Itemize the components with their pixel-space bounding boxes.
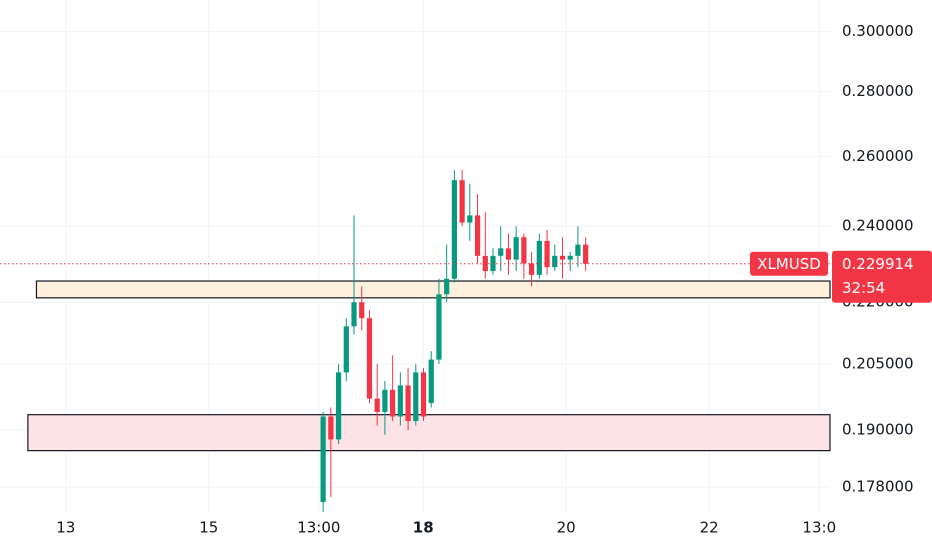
candle-body xyxy=(335,372,342,440)
candle-body xyxy=(436,294,442,360)
candle-body xyxy=(559,255,566,260)
price-label: 0.229914 xyxy=(842,255,914,273)
candle-body xyxy=(320,416,326,502)
candle-body xyxy=(428,359,434,404)
x-tick-label: 13 xyxy=(56,519,75,537)
zone xyxy=(35,280,831,299)
candle-body xyxy=(459,180,465,223)
candle-body xyxy=(505,248,512,260)
x-tick-label: 18 xyxy=(413,519,434,537)
candle-body xyxy=(374,398,380,412)
candle-body xyxy=(544,240,550,268)
price-badge xyxy=(832,250,932,303)
candle-body xyxy=(575,244,581,256)
candle-body xyxy=(382,389,388,412)
y-tick-label: 0.240000 xyxy=(842,217,914,235)
candle-body xyxy=(413,372,419,422)
candle-body xyxy=(366,318,373,399)
candle-body xyxy=(444,278,450,295)
y-tick-label: 0.300000 xyxy=(842,22,914,40)
y-tick-label: 0.178000 xyxy=(842,478,914,496)
x-tick-label: 20 xyxy=(557,519,576,537)
candle-body xyxy=(343,326,349,373)
candle-body xyxy=(397,385,403,417)
symbol-badge xyxy=(750,251,828,276)
x-tick-label: 15 xyxy=(199,519,218,537)
candle-body xyxy=(583,244,589,264)
y-tick-label: 0.260000 xyxy=(842,147,914,165)
symbol-label: XLMUSD xyxy=(757,255,821,273)
candle-body xyxy=(521,237,527,264)
y-tick-label: 0.205000 xyxy=(842,354,914,372)
x-tick-label: 22 xyxy=(700,519,719,537)
candle-body xyxy=(420,372,427,417)
candle-body xyxy=(328,416,334,440)
candle-body xyxy=(405,385,411,422)
candle-body xyxy=(359,302,365,319)
candle-body xyxy=(351,302,357,327)
candle-body xyxy=(567,255,573,260)
candle-body xyxy=(529,263,535,275)
candle-body xyxy=(467,215,473,223)
x-tick-label: 13:00 xyxy=(297,519,340,537)
candle-body xyxy=(451,180,457,279)
candle-body xyxy=(536,240,542,275)
y-tick-label: 0.280000 xyxy=(842,82,914,100)
y-tick-label: 0.190000 xyxy=(842,421,914,439)
candle-body xyxy=(474,215,481,256)
x-tick-label: 13:0 xyxy=(802,519,836,537)
candle-body xyxy=(498,248,504,256)
zone xyxy=(27,414,831,452)
candle-body xyxy=(390,389,396,417)
candle-body xyxy=(552,255,558,268)
countdown-label: 32:54 xyxy=(842,279,885,297)
candle-body xyxy=(513,237,519,260)
